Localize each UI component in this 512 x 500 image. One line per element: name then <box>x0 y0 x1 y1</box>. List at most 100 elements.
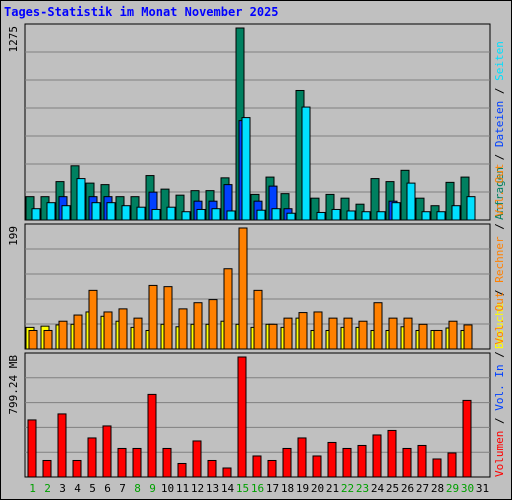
bar-rechner-day-30 <box>463 324 473 350</box>
bar-volumen-day-14 <box>222 467 232 478</box>
legend-entry: Vol. Out <box>493 292 506 352</box>
bar-volumen-day-27 <box>417 444 427 478</box>
day-label-5: 5 <box>89 482 96 495</box>
day-label-1: 1 <box>29 482 36 495</box>
day-label-18: 18 <box>281 482 294 495</box>
legend-entry: Besuche <box>493 303 506 349</box>
bar-seiten-day-11 <box>181 211 191 221</box>
bar-seiten-day-30 <box>466 196 476 221</box>
bar-seiten-day-2 <box>46 202 56 221</box>
bar-rechner-day-9 <box>148 284 158 350</box>
bar-rechner-day-15 <box>238 227 248 350</box>
bar-seiten-day-24 <box>376 211 386 221</box>
bar-anfragen-day-22 <box>340 197 350 221</box>
day-label-19: 19 <box>296 482 309 495</box>
panel-1-scale-label: 1275 <box>7 26 20 53</box>
legend-entry: Anfragen <box>493 167 506 220</box>
bar-seiten-day-3 <box>61 205 71 221</box>
bar-rechner-day-26 <box>403 317 413 350</box>
day-label-3: 3 <box>59 482 66 495</box>
bar-rechner-day-1 <box>28 329 38 350</box>
day-label-21: 21 <box>326 482 339 495</box>
bar-seiten-day-13 <box>211 208 221 221</box>
day-label-28: 28 <box>431 482 444 495</box>
legend-entry: Seiten <box>493 41 506 87</box>
legend-entry: Volumen <box>493 431 506 477</box>
day-label-2: 2 <box>44 482 51 495</box>
day-label-31: 31 <box>476 482 489 495</box>
bar-rechner-day-8 <box>133 317 143 350</box>
legend-entry: Vol. In <box>493 364 506 417</box>
bar-seiten-day-27 <box>421 211 431 221</box>
bar-rechner-day-14 <box>223 268 233 350</box>
chart-title: Tages-Statistik im Monat November 2025 <box>4 5 279 19</box>
day-label-29: 29 <box>446 482 459 495</box>
bar-volumen-day-6 <box>102 425 112 478</box>
bar-volumen-day-23 <box>357 444 367 478</box>
day-label-25: 25 <box>386 482 399 495</box>
day-label-23: 23 <box>356 482 369 495</box>
day-label-15: 15 <box>236 482 249 495</box>
day-label-24: 24 <box>371 482 385 495</box>
bar-seiten-day-6 <box>106 202 116 221</box>
bar-anfragen-day-20 <box>310 197 320 221</box>
bar-seiten-day-25 <box>391 202 401 221</box>
bar-volumen-day-13 <box>207 459 217 478</box>
bar-rechner-day-25 <box>388 317 398 350</box>
bar-seiten-day-4 <box>76 178 86 221</box>
day-label-12: 12 <box>191 482 204 495</box>
bar-rechner-day-27 <box>418 323 428 350</box>
bar-seiten-day-20 <box>316 211 326 221</box>
day-label-16: 16 <box>251 482 264 495</box>
panel-3-scale-label: 799.24 MB <box>7 355 20 415</box>
legend-entry: / <box>493 289 506 302</box>
day-label-6: 6 <box>104 482 111 495</box>
day-label-11: 11 <box>176 482 189 495</box>
bar-volumen-day-8 <box>132 447 142 478</box>
bar-volumen-day-4 <box>72 459 82 478</box>
bar-rechner-day-4 <box>73 314 83 350</box>
bar-seiten-day-21 <box>331 208 341 221</box>
bar-volumen-day-17 <box>267 459 277 478</box>
bar-anfragen-day-27 <box>415 197 425 221</box>
day-label-22: 22 <box>341 482 354 495</box>
bar-rechner-day-19 <box>298 312 308 350</box>
bar-seiten-day-22 <box>346 210 356 221</box>
bar-volumen-day-20 <box>312 455 322 478</box>
bar-rechner-day-22 <box>343 317 353 350</box>
bar-volumen-day-15 <box>237 356 247 478</box>
bar-rechner-day-16 <box>253 289 263 350</box>
bar-seiten-day-16 <box>256 209 266 221</box>
legend-entry: / <box>493 88 506 101</box>
bar-seiten-day-7 <box>121 205 131 221</box>
bar-seiten-day-12 <box>196 208 206 221</box>
legend-entry: Dateien <box>493 101 506 154</box>
bar-volumen-day-22 <box>342 447 352 478</box>
bar-rechner-day-13 <box>208 299 218 350</box>
panel-3-legend: Volumen / Vol. In / Vol. Out <box>493 292 506 477</box>
bar-rechner-day-18 <box>283 317 293 350</box>
bar-volumen-day-25 <box>387 429 397 478</box>
bar-seiten-day-18 <box>286 212 296 221</box>
bar-rechner-day-7 <box>118 308 128 350</box>
legend-entry: / <box>493 223 506 236</box>
panel-2-scale-label: 199 <box>7 226 20 246</box>
day-label-30: 30 <box>461 482 474 495</box>
bar-rechner-day-17 <box>268 323 278 350</box>
day-label-26: 26 <box>401 482 414 495</box>
bar-volumen-day-26 <box>402 447 412 478</box>
legend-entry: / <box>493 154 506 167</box>
bar-volumen-day-12 <box>192 440 202 478</box>
bar-volumen-day-19 <box>297 437 307 478</box>
bar-seiten-day-14 <box>226 210 236 221</box>
day-label-9: 9 <box>149 482 156 495</box>
panel-1-legend: Anfragen / Dateien / Seiten <box>493 41 506 220</box>
bar-seiten-day-8 <box>136 206 146 221</box>
day-label-7: 7 <box>119 482 126 495</box>
bar-rechner-day-12 <box>193 302 203 350</box>
bar-seiten-day-29 <box>451 205 461 221</box>
day-label-4: 4 <box>74 482 81 495</box>
bar-rechner-day-24 <box>373 302 383 350</box>
bar-anfragen-day-24 <box>370 178 380 221</box>
legend-entry: Vol. Out <box>493 164 506 224</box>
